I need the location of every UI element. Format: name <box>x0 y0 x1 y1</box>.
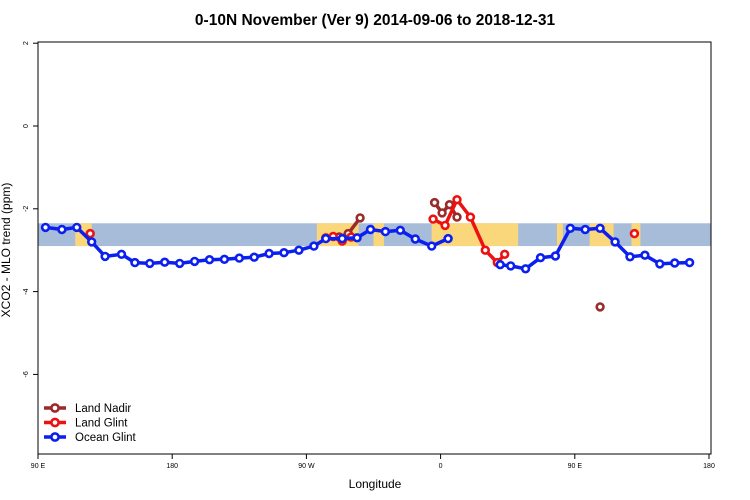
data-point <box>443 233 453 244</box>
x-tick-label: 90 W <box>298 463 315 470</box>
y-tick-label: 0 <box>23 124 30 128</box>
data-point <box>595 223 605 234</box>
data-point <box>395 225 405 236</box>
data-point <box>452 212 462 222</box>
legend-label: Land Nadir <box>75 403 131 415</box>
data-point <box>535 253 546 263</box>
y-tick-label: -4 <box>23 288 30 294</box>
data-point <box>427 241 437 251</box>
data-point <box>380 226 391 237</box>
land-segment <box>431 223 519 247</box>
y-axis-label: XCO2 - MLO trend (ppm) <box>0 183 13 318</box>
data-point <box>595 302 605 312</box>
data-point <box>580 224 590 235</box>
data-point <box>40 222 51 233</box>
series-ocean-glint <box>40 222 695 274</box>
data-point <box>264 248 274 259</box>
land-segment <box>373 223 384 247</box>
data-point <box>495 260 505 270</box>
data-point <box>410 234 420 244</box>
legend-label: Land Glint <box>75 418 128 430</box>
data-point <box>437 208 447 218</box>
data-point <box>116 249 127 260</box>
data-point <box>520 264 531 274</box>
data-point <box>655 259 665 269</box>
data-point <box>294 245 304 255</box>
x-axis-label: Longitude <box>349 477 402 491</box>
data-point <box>309 241 319 251</box>
data-point <box>429 197 440 208</box>
data-point <box>355 213 365 223</box>
data-point <box>565 223 575 234</box>
data-point <box>352 233 362 243</box>
legend-item: Ocean Glint <box>44 432 137 444</box>
data-point <box>249 252 259 262</box>
data-point <box>610 237 620 247</box>
data-point <box>629 228 640 239</box>
x-tick-label: 90 E <box>31 463 46 470</box>
data-point <box>219 254 230 264</box>
data-point <box>100 251 110 262</box>
land-segment <box>556 223 563 247</box>
data-point <box>337 233 347 244</box>
data-point <box>85 228 95 239</box>
plot-frame <box>37 41 712 455</box>
data-point <box>130 257 140 268</box>
series-land-nadir <box>334 197 605 312</box>
legend-label: Ocean Glint <box>75 432 137 444</box>
data-point <box>669 258 680 268</box>
data-point <box>279 248 289 258</box>
data-point <box>550 251 561 261</box>
legend: Land Nadir Land Glint Ocean Glint <box>44 403 137 444</box>
x-tick-label: 180 <box>703 463 715 470</box>
data-point <box>189 256 200 267</box>
plot-area: 90 E 180 90 W 0 90 E 180 2 0 -2 -4 -6 <box>23 41 715 470</box>
legend-item: Land Glint <box>44 418 128 430</box>
data-point <box>506 261 516 271</box>
x-tick-label: 0 <box>439 463 443 470</box>
data-point <box>204 255 215 265</box>
data-point <box>452 195 462 205</box>
legend-marker <box>50 403 60 413</box>
chart-title: 0-10N November (Ver 9) 2014-09-06 to 201… <box>195 12 556 29</box>
y-tick-label: -6 <box>23 371 30 377</box>
x-tick-label: 180 <box>166 463 178 470</box>
data-point <box>465 212 476 222</box>
data-point <box>640 250 650 260</box>
data-point <box>86 237 97 247</box>
data-point <box>160 257 170 267</box>
data-point <box>321 233 331 244</box>
data-point <box>684 257 695 268</box>
y-tick-label: 2 <box>23 41 30 45</box>
series-line <box>45 225 449 266</box>
data-point <box>480 245 490 255</box>
data-point <box>175 258 185 269</box>
x-tick-label: 90 E <box>568 463 583 470</box>
y-tick-label: -2 <box>23 206 30 212</box>
data-point <box>428 214 438 224</box>
legend-item: Land Nadir <box>44 403 131 415</box>
legend-marker <box>50 417 60 428</box>
data-point <box>625 252 635 262</box>
data-point <box>440 220 450 231</box>
data-point <box>145 258 155 269</box>
data-point <box>234 253 245 263</box>
data-point <box>57 224 67 235</box>
data-point <box>365 224 376 235</box>
data-point <box>72 222 82 233</box>
data-point <box>500 249 510 260</box>
legend-marker <box>50 432 60 442</box>
